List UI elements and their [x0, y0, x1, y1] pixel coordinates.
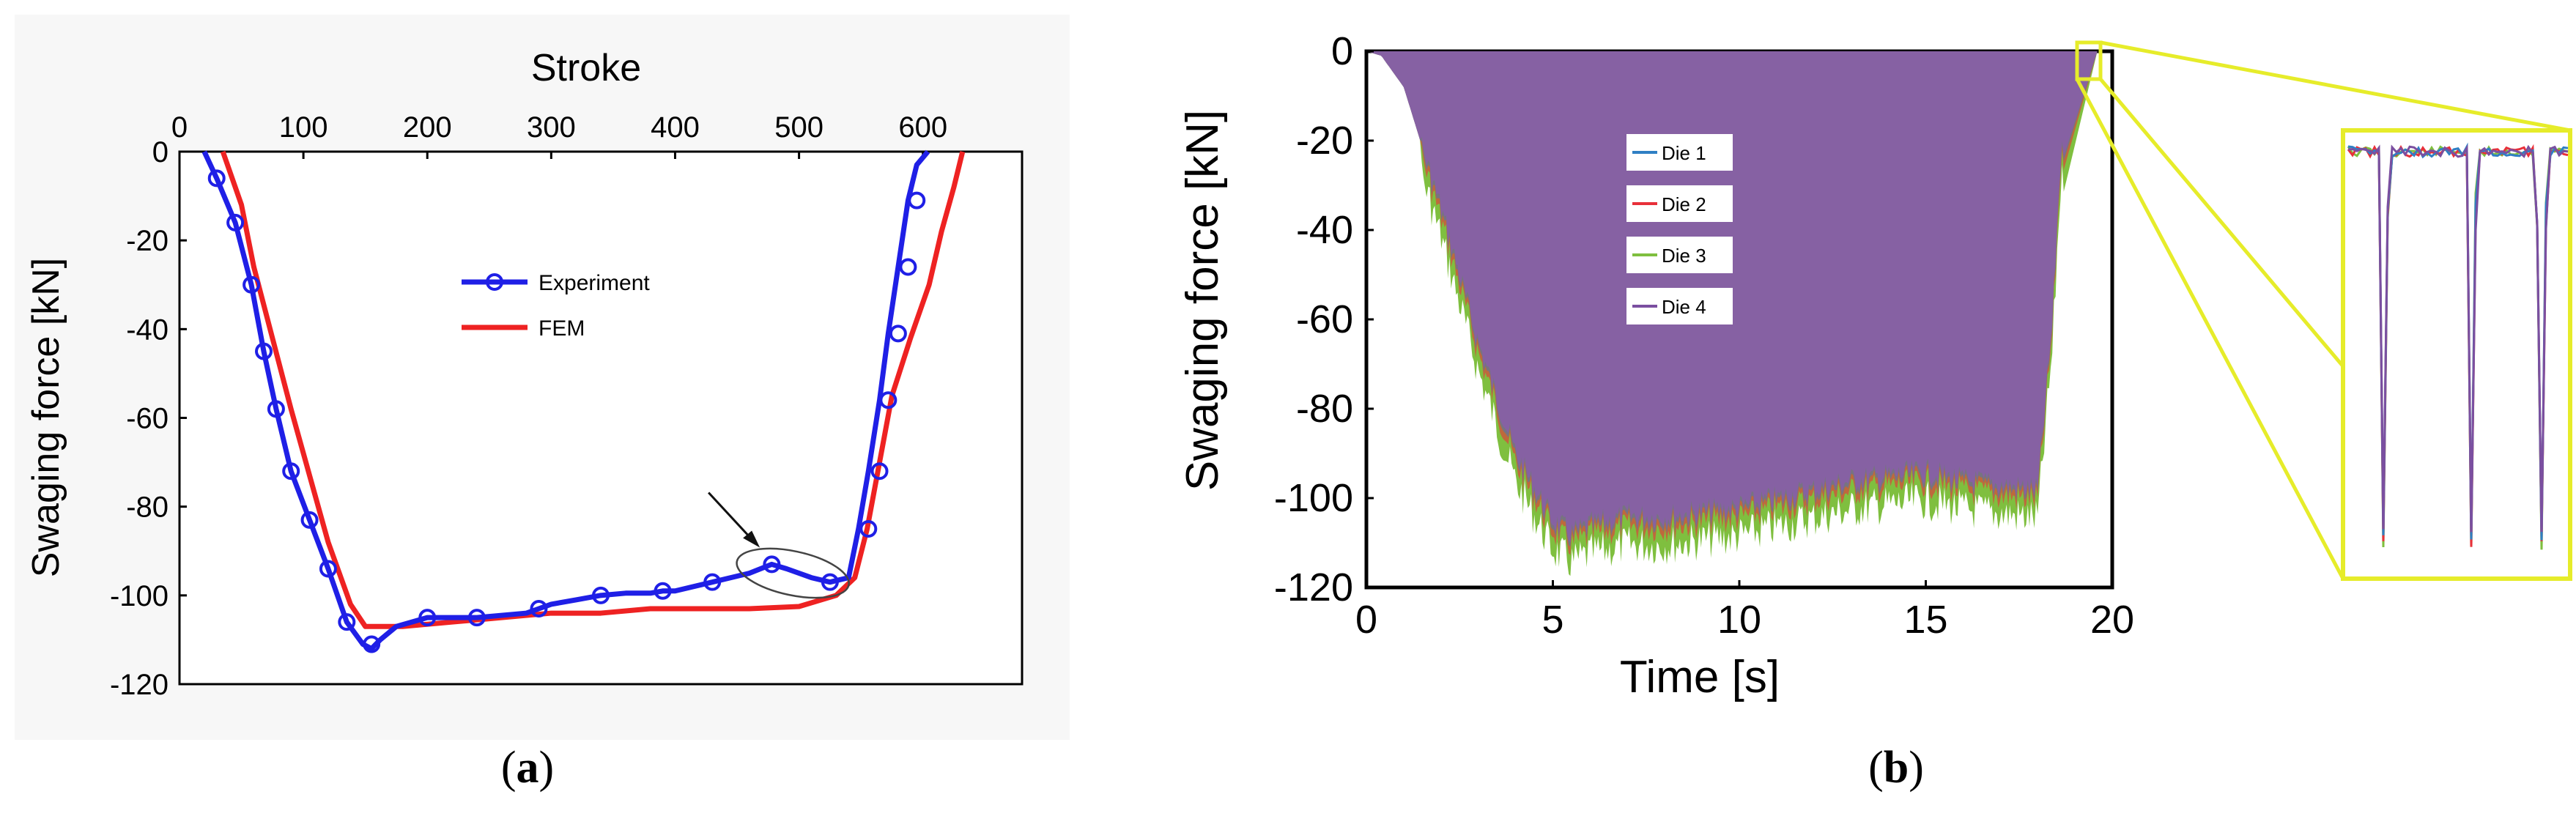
y-tick-label: -20	[126, 225, 169, 257]
y-tick-label: -60	[1296, 297, 1353, 341]
experiment-marker	[530, 600, 548, 618]
experiment-marker	[243, 275, 261, 294]
legend-experiment-label: Experiment	[538, 271, 650, 295]
series-experiment-line	[201, 149, 930, 652]
x-tick-label: 5	[1541, 598, 1563, 642]
y-tick-label: -40	[126, 314, 169, 346]
zoom-inset-traces	[2347, 142, 2569, 550]
panel-b-x-ticks: 0 5 10 15 20	[1355, 580, 2134, 642]
experiment-marker	[821, 573, 839, 591]
x-tick-label: 300	[527, 111, 576, 144]
x-tick-label: 100	[279, 111, 328, 144]
panel-a-legend: Experiment FEM	[462, 271, 650, 341]
legend-fem-label: FEM	[538, 316, 585, 341]
panel-a-annotation	[708, 492, 850, 599]
y-tick-label: -40	[1296, 208, 1353, 252]
annotation-arrow-head	[743, 530, 760, 548]
x-tick-label: 600	[898, 111, 947, 144]
zoom-connector-bottom	[2075, 78, 2345, 580]
legend-experiment-marker	[486, 273, 503, 291]
experiment-marker	[889, 324, 907, 343]
legend-die1-label: Die 1	[1662, 142, 1706, 164]
experiment-marker	[899, 258, 917, 276]
y-tick-label: -100	[1274, 476, 1353, 520]
experiment-marker	[338, 613, 356, 631]
panel-a-x-ticks: 0 100 200 300 400 500 600	[171, 111, 947, 159]
panel-label-a-letter: a	[517, 743, 539, 793]
x-tick-label: 0	[1355, 598, 1377, 642]
x-tick-label: 20	[2090, 598, 2134, 642]
zoom-source-box	[2075, 40, 2103, 81]
legend-die2-label: Die 2	[1662, 193, 1706, 215]
x-tick-label: 200	[403, 111, 452, 144]
legend-die3-label: Die 3	[1662, 245, 1706, 267]
y-tick-label: 0	[152, 136, 169, 168]
panel-label-a: (a)	[501, 743, 554, 793]
panel-a-series	[201, 149, 966, 653]
annotation-ellipse	[736, 547, 850, 599]
experiment-marker	[763, 555, 781, 574]
experiment-marker	[908, 191, 926, 209]
svg-text:(b): (b)	[1868, 743, 1924, 793]
experiment-marker	[267, 400, 285, 418]
experiment-marker	[363, 635, 381, 653]
y-tick-label: -80	[126, 492, 169, 524]
experiment-marker	[467, 609, 486, 627]
y-tick-label: 0	[1331, 29, 1353, 73]
experiment-marker	[319, 560, 337, 578]
panel-b-legend: Die 1 Die 2 Die 3 Die 4	[1626, 134, 1733, 324]
zoom-connector-mid	[2099, 78, 2344, 368]
experiment-marker	[418, 609, 437, 627]
panel-b-xlabel: Time [s]	[1620, 652, 1780, 702]
x-tick-label: 400	[651, 111, 700, 144]
panel-a-ylabel: Swaging force [kN]	[25, 258, 67, 577]
y-tick-label: -120	[110, 669, 169, 701]
experiment-marker	[859, 519, 878, 538]
y-tick-label: -20	[1296, 119, 1353, 163]
zoom-connector-top	[2100, 40, 2571, 133]
panel-b-zoom-inset	[2075, 40, 2572, 581]
experiment-marker	[207, 169, 226, 188]
experiment-marker	[592, 586, 610, 604]
panel-a-y-ticks: 0 -20 -40 -60 -80 -100 -120	[110, 136, 187, 701]
panel-b-y-ticks: 0 -20 -40 -60 -80 -100 -120	[1274, 29, 1374, 609]
y-tick-label: -60	[126, 403, 169, 435]
y-tick-label: -120	[1274, 565, 1353, 609]
panel-label-b-letter: b	[1884, 743, 1909, 793]
experiment-marker	[654, 582, 672, 600]
experiment-marker	[255, 342, 273, 360]
y-tick-label: -80	[1296, 387, 1353, 431]
panel-a-plot-area	[178, 150, 1024, 686]
zoom-trace	[2347, 144, 2569, 533]
x-tick-label: 10	[1717, 598, 1761, 642]
panel-a-title: Stroke	[531, 47, 641, 89]
experiment-marker	[879, 391, 897, 409]
annotation-arrow-shaft	[708, 492, 756, 544]
experiment-marker	[282, 462, 300, 481]
legend-die4-label: Die 4	[1662, 296, 1706, 318]
experiment-marker	[703, 573, 722, 591]
y-tick-label: -100	[110, 580, 169, 612]
x-tick-label: 15	[1903, 598, 1947, 642]
x-tick-label: 0	[171, 111, 188, 144]
panel-b-chart: Swaging force [kN] Time [s] 0 5 10 15 20 0 -2…	[1177, 29, 2572, 702]
experiment-marker	[870, 462, 889, 481]
panel-b-ylabel: Swaging force [kN]	[1177, 110, 1228, 491]
x-tick-label: 500	[774, 111, 823, 144]
series-fem-line	[220, 150, 966, 629]
panel-label-b: (b)	[1868, 743, 1924, 793]
svg-text:(a): (a)	[501, 743, 554, 793]
experiment-marker	[226, 213, 245, 231]
experiment-marker	[300, 511, 319, 529]
panel-a-chart: Stroke Swaging force [kN] 0 100 200 300 400 5…	[15, 15, 1070, 740]
